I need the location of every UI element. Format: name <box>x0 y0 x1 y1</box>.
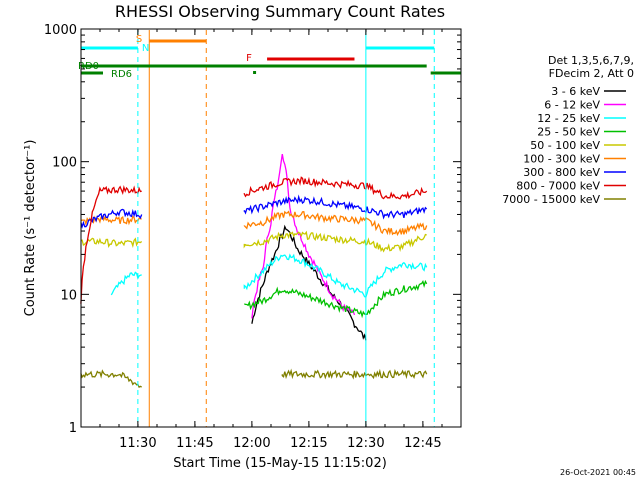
legend-label: 7000 - 15000 keV <box>502 193 600 206</box>
series-line-3 <box>110 253 428 298</box>
legend-header: Det 1,3,5,6,7,9, <box>548 54 634 67</box>
y-tick-label: 100 <box>52 156 77 171</box>
legend-header: FDecim 2, Att 0 <box>549 67 634 80</box>
series-line-2 <box>251 153 356 319</box>
y-tick-label: 10 <box>60 288 77 303</box>
y-tick-label: 1000 <box>44 23 77 38</box>
legend-label: 300 - 800 keV <box>523 166 600 179</box>
series-line-1 <box>251 224 367 341</box>
y-tick-label: 1 <box>69 421 77 436</box>
series-line-5 <box>80 230 427 253</box>
y-axis: 1 10 100 1000 <box>44 23 461 436</box>
flag-label-s: S <box>136 34 142 45</box>
chart-title: RHESSI Observing Summary Count Rates <box>115 2 445 21</box>
legend-label: 6 - 12 keV <box>544 99 600 112</box>
x-tick-label: 12:15 <box>290 436 327 451</box>
legend-label: 3 - 6 keV <box>551 85 600 98</box>
x-tick-label: 11:30 <box>119 436 156 451</box>
plot-area: SN F RD0 RD6 <box>78 30 461 427</box>
x-axis: 11:30 11:45 12:00 12:15 12:30 12:45 <box>80 29 462 451</box>
flag-label-f: F <box>246 53 252 64</box>
rd6-flag-dot <box>253 71 257 74</box>
series-line-4 <box>244 279 428 319</box>
flag-label-rd6: RD6 <box>111 69 132 80</box>
legend-label: 50 - 100 keV <box>530 139 600 152</box>
flag-label-rd0: RD0 <box>78 61 99 72</box>
legend-label: 100 - 300 keV <box>523 153 600 166</box>
legend-label: 800 - 7000 keV <box>516 180 600 193</box>
flag-label-n: N <box>142 43 149 54</box>
y-axis-label: Count Rate (s⁻¹ detector⁻¹) <box>23 140 38 317</box>
x-tick-label: 12:00 <box>233 436 270 451</box>
x-tick-label: 12:30 <box>347 436 384 451</box>
x-axis-label: Start Time (15-May-15 11:15:02) <box>173 456 387 471</box>
x-tick-label: 11:45 <box>176 436 213 451</box>
series-line-9 <box>80 368 428 389</box>
legend-label: 25 - 50 keV <box>537 126 600 139</box>
footer-date: 26-Oct-2021 00:45 <box>560 468 636 477</box>
series-line-8 <box>80 176 428 304</box>
x-tick-label: 12:45 <box>404 436 441 451</box>
legend-label: 12 - 25 keV <box>537 112 600 125</box>
legend: Det 1,3,5,6,7,9,FDecim 2, Att 0 3 - 6 keV… <box>502 54 634 206</box>
series-line-6 <box>80 210 428 237</box>
